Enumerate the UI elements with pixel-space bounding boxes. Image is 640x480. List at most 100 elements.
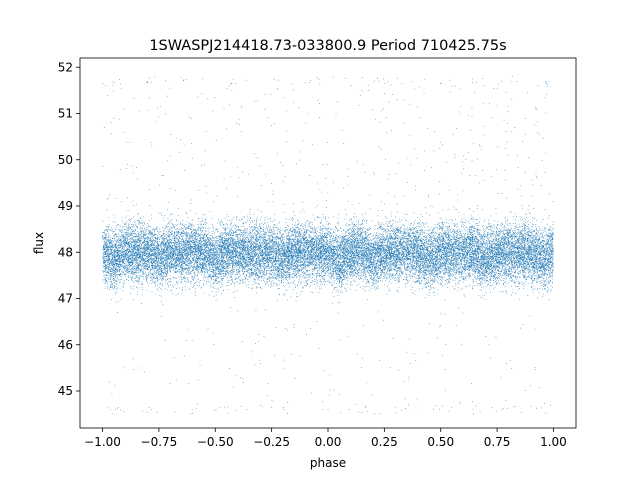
data-point — [385, 263, 387, 265]
data-point — [427, 246, 429, 248]
data-point — [495, 270, 496, 271]
data-point — [290, 249, 291, 251]
data-point — [380, 254, 381, 256]
data-point — [208, 257, 209, 259]
data-point — [349, 265, 351, 266]
data-point — [172, 224, 174, 226]
data-point — [544, 255, 545, 257]
data-point — [158, 250, 160, 251]
data-point — [179, 252, 181, 254]
data-point — [404, 245, 406, 247]
data-point — [180, 261, 181, 263]
data-point — [448, 245, 450, 247]
data-point — [379, 254, 381, 255]
data-point — [352, 232, 354, 233]
data-point — [333, 276, 335, 278]
data-point — [275, 261, 277, 262]
data-point — [505, 273, 506, 275]
data-point — [360, 227, 361, 229]
data-point — [234, 243, 236, 245]
data-point — [455, 285, 457, 286]
data-point — [372, 250, 374, 251]
data-point — [255, 235, 257, 236]
data-point — [460, 261, 461, 262]
data-point — [518, 280, 519, 282]
data-point — [192, 270, 194, 272]
data-point — [527, 240, 529, 242]
data-point — [201, 256, 203, 258]
data-point — [303, 266, 305, 268]
data-point — [354, 246, 356, 248]
data-point — [179, 265, 181, 267]
data-point — [263, 254, 264, 255]
data-point — [339, 253, 340, 254]
data-point — [173, 286, 174, 288]
data-point — [512, 245, 514, 247]
data-point — [335, 237, 337, 238]
data-point — [503, 233, 504, 235]
data-point — [525, 272, 526, 274]
data-point — [343, 252, 344, 254]
data-point — [356, 270, 358, 271]
data-point — [359, 270, 361, 271]
data-point — [233, 257, 234, 258]
data-point — [232, 78, 234, 80]
data-point — [338, 249, 340, 251]
data-point — [332, 248, 333, 250]
data-point — [209, 260, 211, 262]
data-point — [169, 252, 171, 254]
data-point — [103, 243, 105, 245]
data-point — [315, 247, 317, 248]
data-point — [266, 265, 268, 267]
data-point — [432, 236, 434, 237]
data-point — [529, 246, 530, 247]
data-point — [454, 250, 455, 251]
data-point — [505, 278, 507, 280]
data-point — [320, 236, 322, 237]
data-point — [349, 273, 350, 274]
data-point — [459, 244, 460, 246]
data-point — [446, 226, 448, 227]
data-point — [114, 282, 115, 284]
data-point — [504, 242, 505, 243]
data-point — [550, 239, 552, 241]
data-point — [515, 226, 516, 227]
data-point — [135, 264, 136, 265]
data-point — [360, 258, 362, 260]
data-point — [380, 242, 382, 244]
data-point — [390, 249, 392, 250]
data-point — [288, 234, 289, 236]
data-point — [232, 271, 234, 273]
data-point — [328, 255, 329, 257]
data-point — [252, 287, 253, 289]
data-point — [155, 277, 157, 279]
data-point — [318, 263, 320, 265]
data-point — [219, 251, 220, 252]
data-point — [549, 263, 551, 265]
data-point — [273, 277, 275, 279]
data-point — [198, 242, 199, 244]
data-point — [501, 276, 503, 278]
data-point — [494, 231, 495, 233]
data-point — [482, 250, 484, 252]
data-point — [431, 242, 433, 244]
data-point — [224, 263, 226, 265]
data-point — [138, 234, 140, 235]
data-point — [309, 252, 311, 254]
data-point — [279, 263, 281, 264]
data-point — [391, 240, 393, 242]
data-point — [548, 235, 550, 237]
data-point — [546, 240, 548, 242]
data-point — [128, 235, 130, 237]
data-point — [527, 252, 529, 253]
data-point — [244, 269, 246, 270]
data-point — [354, 274, 356, 276]
data-point — [199, 271, 201, 273]
data-point — [142, 263, 144, 264]
data-point — [484, 268, 486, 270]
data-point — [448, 274, 450, 275]
data-point — [150, 257, 152, 259]
data-point — [466, 252, 468, 254]
data-point — [513, 406, 514, 408]
data-point — [156, 260, 157, 262]
